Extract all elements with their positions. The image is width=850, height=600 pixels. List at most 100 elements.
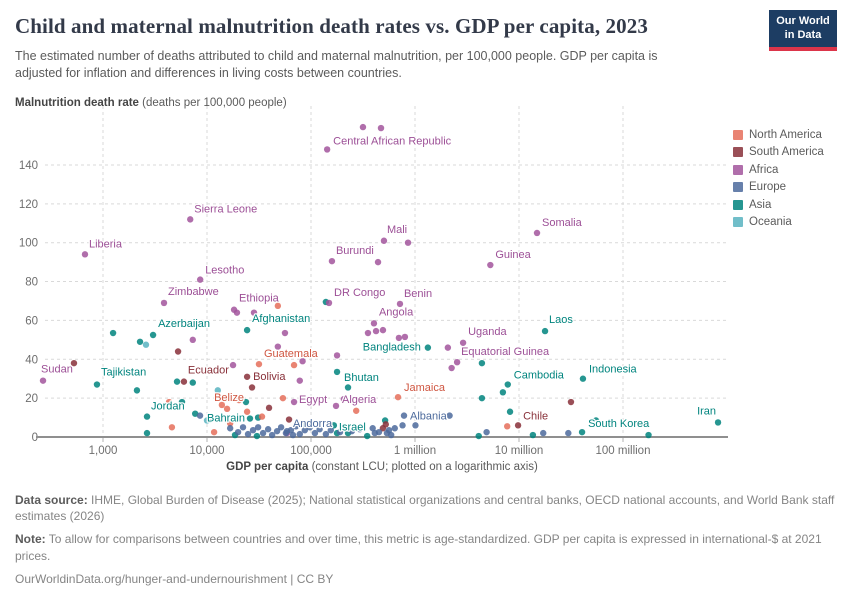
data-point[interactable]	[444, 344, 452, 351]
data-point[interactable]	[301, 426, 309, 434]
data-point[interactable]	[299, 358, 306, 365]
data-point-andorra[interactable]	[283, 427, 291, 435]
data-point[interactable]	[289, 431, 297, 439]
data-point-south-korea[interactable]	[578, 428, 586, 436]
data-point-israel[interactable]	[330, 422, 338, 429]
legend-item-na[interactable]: North America	[733, 126, 824, 144]
data-point[interactable]	[249, 426, 257, 434]
data-point-bahrain[interactable]	[246, 415, 254, 422]
data-point[interactable]	[173, 378, 181, 385]
data-point-azerbaijan[interactable]	[149, 331, 157, 339]
data-point[interactable]	[448, 364, 455, 372]
data-point[interactable]	[412, 422, 419, 429]
data-point-iran[interactable]	[714, 419, 722, 426]
data-point[interactable]	[316, 426, 323, 433]
data-point[interactable]	[234, 428, 242, 436]
data-point[interactable]	[391, 425, 398, 432]
data-point[interactable]	[109, 329, 117, 337]
data-point[interactable]	[565, 429, 572, 437]
data-point[interactable]	[226, 425, 234, 432]
data-point[interactable]	[592, 417, 600, 424]
data-point[interactable]	[404, 239, 412, 246]
data-point[interactable]	[372, 327, 380, 335]
data-point[interactable]	[248, 384, 256, 391]
data-point[interactable]	[214, 387, 221, 394]
data-point-benin[interactable]	[396, 300, 404, 308]
data-point[interactable]	[387, 431, 395, 439]
data-point[interactable]	[203, 417, 211, 424]
data-point-angola[interactable]	[370, 320, 378, 327]
data-point[interactable]	[352, 407, 360, 414]
data-point[interactable]	[369, 425, 376, 432]
data-point[interactable]	[340, 395, 348, 403]
data-point[interactable]	[253, 432, 261, 440]
data-point[interactable]	[371, 429, 379, 437]
data-point[interactable]	[244, 430, 252, 438]
data-point[interactable]	[475, 432, 482, 440]
data-point-algeria[interactable]	[332, 402, 340, 410]
data-point-guatemala[interactable]	[255, 360, 263, 368]
data-point[interactable]	[322, 430, 330, 438]
data-point-zimbabwe[interactable]	[160, 299, 168, 307]
data-point[interactable]	[264, 426, 272, 433]
data-point-afghanistan[interactable]	[243, 326, 251, 334]
data-point[interactable]	[300, 421, 308, 428]
data-point[interactable]	[189, 336, 196, 344]
data-point-tajikistan[interactable]	[93, 381, 101, 388]
data-point[interactable]	[540, 429, 547, 437]
data-point[interactable]	[311, 429, 319, 437]
data-point-chile[interactable]	[514, 422, 522, 429]
data-point[interactable]	[290, 361, 298, 369]
data-point[interactable]	[645, 431, 652, 439]
data-point[interactable]	[356, 426, 363, 433]
data-point[interactable]	[499, 389, 507, 396]
data-point[interactable]	[274, 302, 282, 310]
data-point[interactable]	[399, 422, 406, 429]
data-point-central-african-republic[interactable]	[323, 146, 331, 153]
data-point[interactable]	[239, 424, 247, 431]
data-point[interactable]	[189, 379, 196, 386]
data-point[interactable]	[296, 430, 303, 438]
data-point[interactable]	[348, 427, 356, 435]
data-point[interactable]	[506, 408, 514, 415]
data-point[interactable]	[210, 428, 218, 436]
data-point-sierra-leone[interactable]	[187, 216, 194, 223]
data-point[interactable]	[363, 432, 371, 440]
data-point[interactable]	[285, 416, 293, 423]
data-point[interactable]	[374, 258, 382, 266]
data-point[interactable]	[274, 343, 282, 350]
data-point[interactable]	[359, 123, 367, 131]
data-point[interactable]	[235, 396, 243, 404]
data-point[interactable]	[273, 427, 281, 435]
data-point[interactable]	[243, 408, 251, 415]
data-point[interactable]	[258, 413, 266, 420]
data-point[interactable]	[296, 377, 303, 384]
data-point[interactable]	[229, 361, 237, 369]
data-point[interactable]	[218, 401, 226, 409]
data-point-dr-congo[interactable]	[325, 299, 333, 307]
data-point[interactable]	[336, 428, 344, 436]
data-point-belize[interactable]	[223, 405, 231, 413]
data-point[interactable]	[254, 424, 262, 431]
citation-link[interactable]: OurWorldinData.org/hunger-and-undernouri…	[15, 571, 334, 586]
data-point[interactable]	[529, 431, 537, 439]
data-point[interactable]	[174, 348, 182, 355]
data-point[interactable]	[377, 124, 385, 132]
data-point[interactable]	[226, 420, 234, 427]
data-point-indonesia[interactable]	[579, 375, 587, 382]
data-point[interactable]	[292, 423, 300, 430]
legend-item-eu[interactable]: Europe	[733, 179, 824, 197]
owid-logo[interactable]: Our World in Data	[769, 10, 837, 51]
data-point-albania[interactable]	[400, 412, 408, 419]
data-point-jamaica[interactable]	[394, 393, 402, 401]
data-point-uganda[interactable]	[459, 339, 467, 346]
data-point[interactable]	[136, 338, 144, 345]
scatter-plot[interactable]: 0 20 40 60 80 100 120 140 1,000 10,000 100,000 1 mi…	[0, 0, 850, 490]
data-point[interactable]	[279, 394, 287, 402]
data-point[interactable]	[178, 398, 186, 406]
data-point[interactable]	[379, 326, 387, 334]
data-point[interactable]	[401, 333, 409, 341]
data-point[interactable]	[503, 423, 511, 430]
legend-item-sa[interactable]: South America	[733, 144, 824, 162]
data-point[interactable]	[446, 412, 453, 419]
